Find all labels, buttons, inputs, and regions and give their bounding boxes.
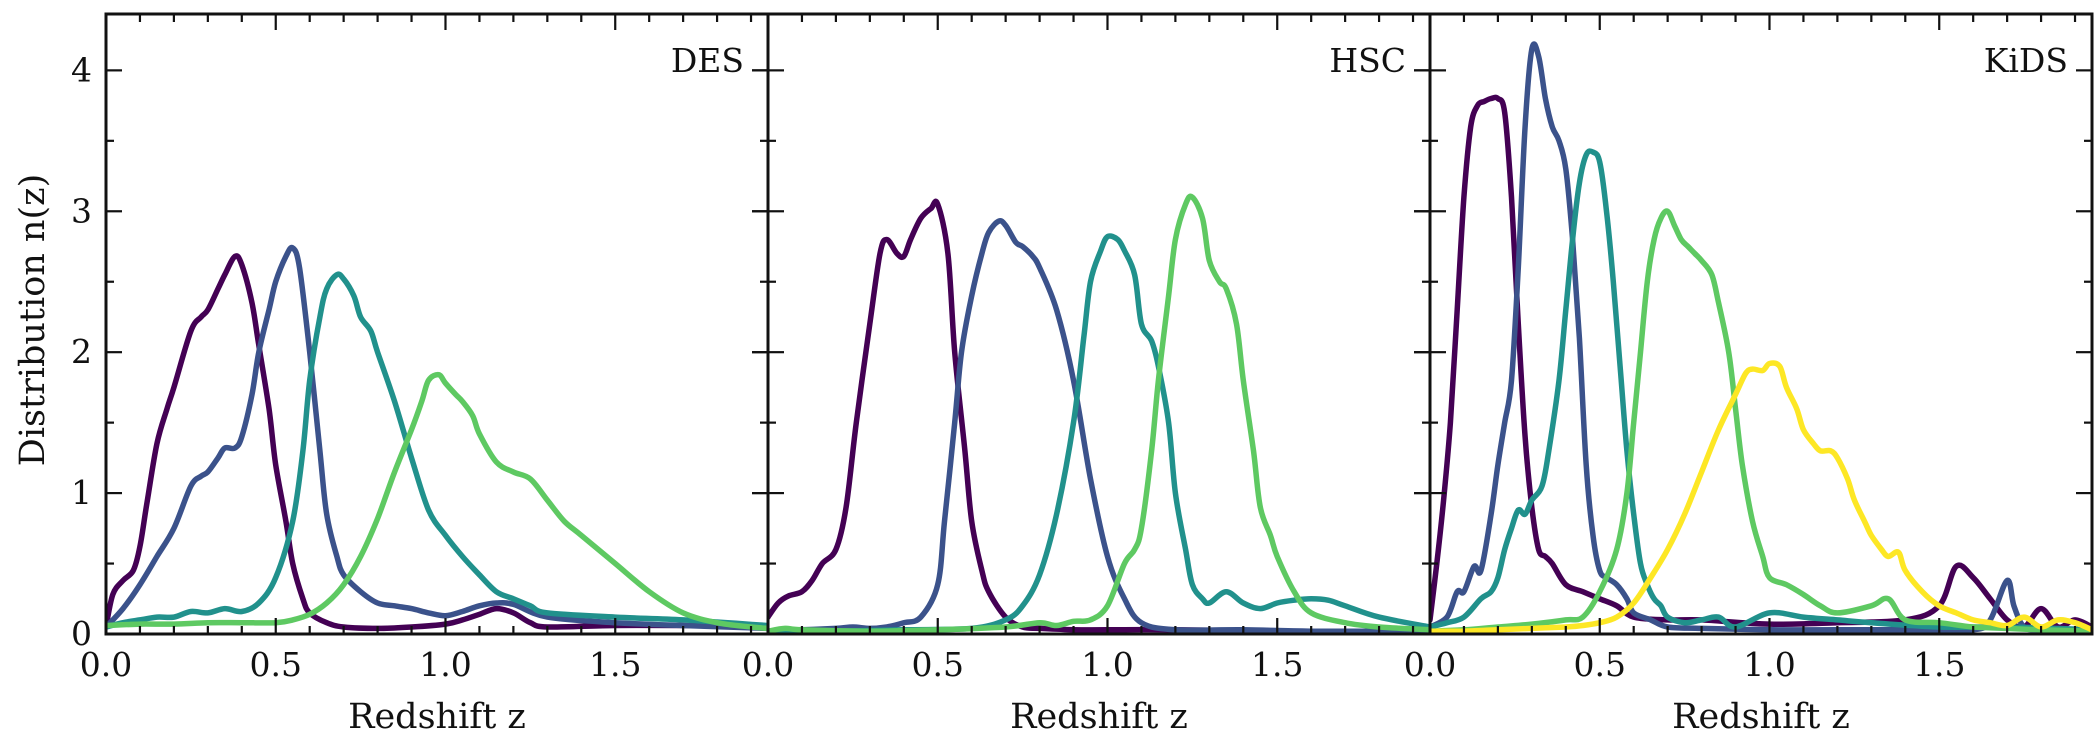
series-line-3 — [1430, 148, 2092, 633]
series-line-3 — [106, 271, 768, 630]
series-line-4 — [1430, 208, 2092, 634]
y-tick-label: 2 — [71, 332, 92, 371]
panel-hsc: 0.0 0.5 1.0 1.5 HSC Redshift z — [742, 12, 1432, 737]
x-axis-label: Redshift z — [348, 697, 526, 737]
x-tick-label: 1.0 — [1743, 645, 1795, 684]
series-line-1 — [768, 198, 1430, 634]
panel-label: DES — [671, 41, 744, 80]
series-line-1 — [106, 253, 768, 632]
x-tick-label: 0.0 — [80, 645, 132, 684]
panel-des: 0.0 0.5 1.0 1.5 0 1 2 3 4 DES Redshift z — [71, 12, 770, 737]
series-line-5 — [1430, 360, 2092, 634]
x-tick-label: 1.0 — [419, 645, 471, 684]
y-tick-label: 4 — [71, 50, 92, 89]
series-line-4 — [106, 371, 768, 632]
series-line-4 — [768, 193, 1430, 634]
y-tick-label: 3 — [71, 191, 92, 230]
panel-kids: 0.0 0.5 1.0 1.5 KiDS Redshift z — [1404, 12, 2094, 737]
axes-frame — [104, 12, 770, 636]
series-line-2 — [106, 244, 768, 632]
x-tick-label: 1.5 — [1251, 645, 1303, 684]
x-tick-label: 1.5 — [589, 645, 641, 684]
y-tick-label: 0 — [71, 614, 92, 653]
panel-label: KiDS — [1984, 41, 2068, 80]
x-tick-label: 0.5 — [1574, 645, 1626, 684]
panels: 0.0 0.5 1.0 1.5 0 1 2 3 4 DES Redshift z 0.0 0.5 1.0 1… — [71, 12, 2094, 737]
series-group — [768, 193, 1430, 634]
y-tick-label: 1 — [71, 473, 92, 512]
series-line-1 — [1430, 94, 2092, 631]
ticks — [104, 14, 768, 636]
panel-label: HSC — [1329, 41, 1406, 80]
x-axis-label: Redshift z — [1672, 697, 1850, 737]
x-tick-label: 0.0 — [742, 645, 794, 684]
x-tick-label: 0.5 — [250, 645, 302, 684]
x-axis-label: Redshift z — [1010, 697, 1188, 737]
ticks — [1414, 14, 2092, 636]
ticks — [752, 14, 1430, 636]
x-tick-label: 1.0 — [1081, 645, 1133, 684]
x-tick-label: 1.5 — [1913, 645, 1965, 684]
y-axis-label: Distribution n(z) — [13, 174, 53, 466]
series-group — [1430, 41, 2092, 634]
x-tick-label: 0.0 — [1404, 645, 1456, 684]
x-tick-label: 0.5 — [912, 645, 964, 684]
series-line-2 — [1430, 41, 2092, 634]
series-group — [106, 244, 768, 632]
series-line-2 — [768, 218, 1430, 634]
axes-frame — [1428, 12, 2094, 636]
series-line-3 — [768, 233, 1430, 634]
